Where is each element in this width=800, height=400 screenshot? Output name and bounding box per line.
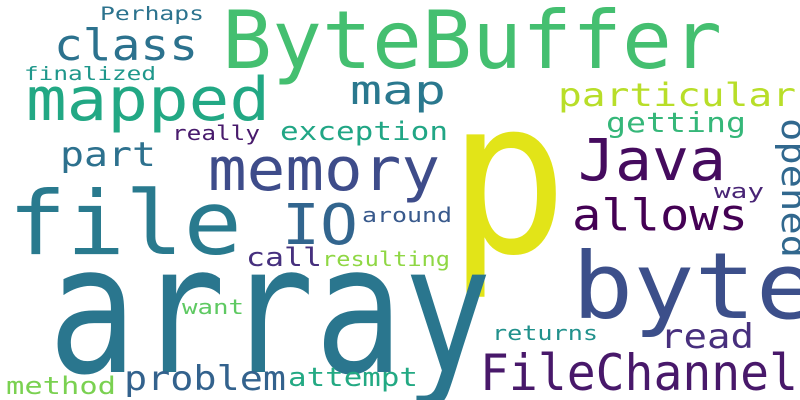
word-filechannel: FileChannel — [480, 344, 798, 400]
word-file: file — [8, 172, 242, 275]
word-p: p — [448, 52, 568, 303]
word-perhaps: Perhaps — [100, 3, 204, 25]
word-part: part — [60, 135, 156, 175]
word-opened: opened — [773, 118, 800, 258]
word-byte: byte — [572, 233, 800, 340]
word-particular: particular — [558, 76, 796, 114]
word-returns: returns — [492, 321, 598, 345]
word-io: IO — [282, 193, 358, 258]
word-getting: getting — [606, 106, 746, 139]
word-want: want — [182, 295, 244, 319]
word-array: array — [48, 207, 492, 400]
word-resulting: resulting — [322, 247, 450, 271]
word-method: method — [6, 372, 116, 400]
word-problem: problem — [124, 359, 286, 399]
word-map: map — [350, 68, 446, 114]
word-class: class — [54, 20, 198, 71]
word-read: read — [660, 317, 754, 357]
word-memory: memory — [208, 135, 440, 205]
word-bytebuffer: ByteBuffer — [222, 0, 722, 87]
word-attempt: attempt — [288, 363, 418, 393]
word-around: around — [362, 203, 452, 227]
word-exception: exception — [280, 117, 448, 147]
word-really: really — [172, 121, 260, 145]
word-way: way — [714, 179, 764, 203]
word-allows: allows — [572, 190, 748, 241]
word-call: call — [246, 243, 322, 273]
word-mapped: mapped — [26, 65, 270, 135]
word-finalized: finalized — [24, 63, 156, 85]
word-java: Java — [578, 126, 726, 194]
